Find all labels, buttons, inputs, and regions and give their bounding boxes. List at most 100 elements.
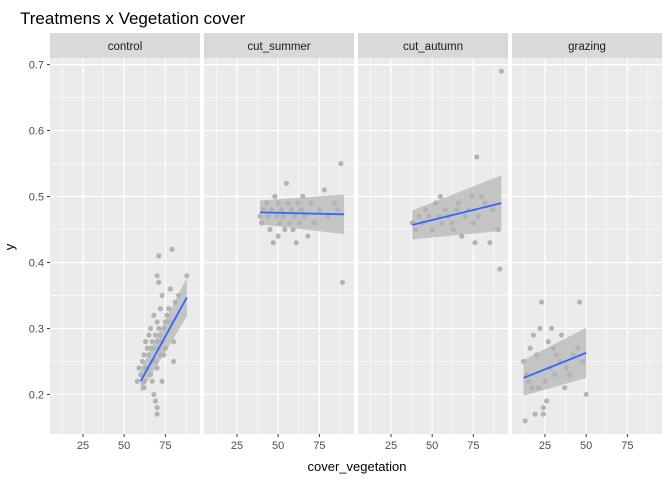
data-point [267, 226, 273, 233]
data-point [152, 398, 159, 404]
data-point [490, 207, 496, 213]
x-tick-label: 50 [272, 440, 284, 452]
facet-strip [512, 33, 662, 58]
data-point [567, 372, 573, 378]
y-axis-title: y [2, 243, 17, 250]
y-tick-label: 0.4 [29, 257, 44, 269]
data-point [152, 358, 159, 365]
panel-background [204, 58, 354, 434]
data-point [469, 193, 475, 200]
data-point [422, 207, 429, 213]
data-point [498, 68, 505, 74]
data-point [134, 378, 140, 384]
x-tick-label: 25 [231, 440, 243, 452]
data-point [156, 253, 162, 259]
data-point [539, 299, 545, 305]
data-point [537, 325, 543, 332]
data-point [154, 273, 160, 279]
data-point [532, 411, 538, 417]
data-point [273, 213, 280, 219]
data-point [455, 200, 462, 206]
data-point [292, 213, 298, 219]
data-point [146, 332, 152, 338]
y-tick-label: 0.2 [29, 389, 44, 401]
data-point [275, 200, 281, 206]
facet-strip-label: control [108, 41, 143, 53]
data-point [470, 220, 476, 226]
data-point [147, 345, 154, 351]
data-point [542, 378, 548, 384]
data-point [260, 207, 266, 213]
data-point [141, 385, 147, 391]
y-tick-label: 0.5 [29, 192, 44, 204]
data-point [495, 226, 501, 233]
x-tick-label: 50 [580, 440, 592, 452]
y-tick-label: 0.7 [29, 60, 44, 72]
data-point [172, 299, 178, 305]
data-point [141, 352, 147, 358]
data-point [475, 213, 481, 219]
data-point [184, 273, 190, 279]
data-point [283, 180, 290, 186]
data-point [270, 240, 276, 246]
facet-strip [50, 33, 200, 58]
data-point [575, 345, 581, 351]
x-tick-label: 25 [539, 440, 551, 452]
data-point [472, 240, 478, 246]
data-point [482, 200, 488, 206]
data-point [459, 233, 465, 239]
data-point [301, 213, 308, 219]
data-point [167, 286, 173, 292]
data-point [553, 352, 560, 358]
data-point [159, 292, 165, 299]
data-point [548, 325, 555, 332]
data-point [520, 358, 527, 365]
data-point [161, 352, 167, 358]
confidence-ribbon [523, 327, 587, 396]
smooth-line [523, 352, 587, 379]
facet-strip [204, 33, 354, 58]
data-point [265, 213, 271, 219]
x-tick-label: 50 [426, 440, 438, 452]
data-point [154, 339, 160, 345]
x-axis-title: cover_vegetation [307, 459, 406, 474]
data-point [138, 372, 144, 378]
data-point [497, 266, 503, 272]
data-point [479, 193, 485, 200]
data-point [544, 398, 550, 404]
data-point [552, 372, 558, 378]
data-point [157, 306, 164, 312]
data-point [169, 246, 175, 252]
data-point [550, 345, 556, 351]
data-point [305, 233, 311, 239]
chart-title: Treatmens x Vegetation cover [20, 9, 246, 28]
data-point [451, 226, 457, 233]
data-point [287, 220, 293, 226]
x-tick-label: 75 [159, 440, 171, 452]
facet-strip [358, 33, 508, 58]
data-point [449, 220, 455, 226]
data-point [162, 345, 168, 351]
data-point [156, 279, 162, 285]
data-point [264, 200, 270, 206]
data-point [439, 220, 445, 226]
data-point [156, 325, 162, 332]
data-point [321, 187, 327, 193]
data-point [338, 160, 344, 167]
data-point [300, 193, 306, 200]
data-point [522, 418, 528, 424]
data-point [413, 226, 419, 233]
data-point [580, 358, 586, 365]
data-point [462, 213, 468, 219]
smooth-line [260, 211, 345, 216]
y-tick-label: 0.3 [29, 323, 44, 335]
data-point [152, 332, 159, 338]
y-axis: 0.2 0.3 0.4 0.5 0.6 0.7 [29, 60, 50, 401]
data-point [297, 220, 303, 226]
data-point [257, 213, 263, 219]
data-point [487, 240, 493, 246]
data-point [136, 365, 142, 371]
data-point [164, 312, 170, 318]
data-point [154, 365, 160, 371]
data-point [277, 220, 283, 226]
